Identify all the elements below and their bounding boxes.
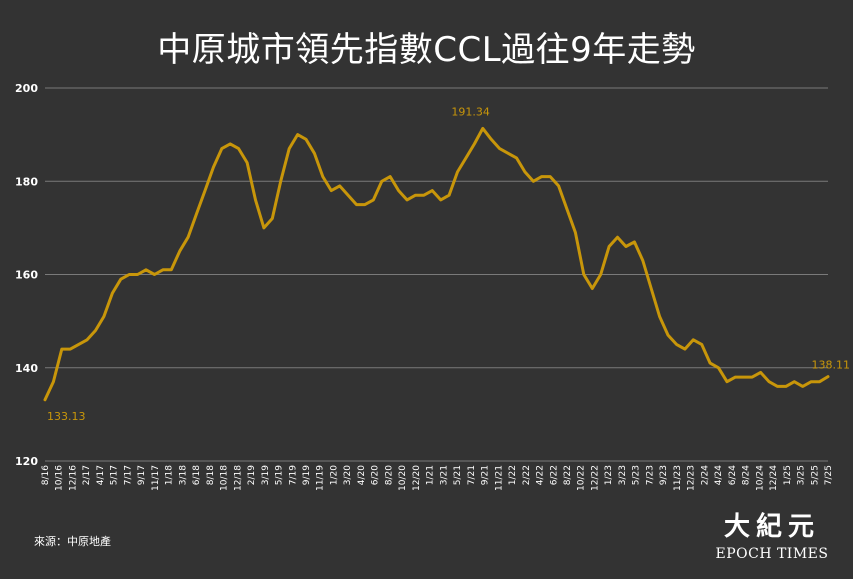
x-tick-label: 10/16 xyxy=(55,465,65,491)
y-axis-tick-labels: 120 140 160 180 200 xyxy=(15,82,38,468)
x-tick-label: 8/24 xyxy=(742,465,752,485)
x-tick-label: 9/19 xyxy=(302,465,312,485)
x-tick-label: 12/16 xyxy=(68,465,78,491)
y-tick-label: 140 xyxy=(15,362,38,375)
x-tick-label: 2/22 xyxy=(522,465,532,485)
x-tick-label: 12/20 xyxy=(412,465,422,491)
x-tick-label: 7/25 xyxy=(824,465,834,485)
source-note: 來源：中原地產 xyxy=(34,535,111,548)
x-tick-label: 11/21 xyxy=(494,465,504,491)
x-tick-label: 3/18 xyxy=(178,465,188,485)
x-tick-label: 5/17 xyxy=(110,465,120,485)
x-tick-label: 7/23 xyxy=(645,465,655,485)
x-tick-label: 1/23 xyxy=(604,465,614,485)
x-tick-label: 10/24 xyxy=(755,465,765,491)
x-tick-label: 3/23 xyxy=(618,465,628,485)
x-tick-label: 7/21 xyxy=(467,465,477,485)
data-label: 138.11 xyxy=(812,359,851,372)
x-tick-label: 1/22 xyxy=(508,465,518,485)
x-tick-label: 5/19 xyxy=(275,465,285,485)
series-line-0 xyxy=(43,126,830,402)
x-tick-label: 9/17 xyxy=(137,465,147,485)
grid-lines xyxy=(45,87,828,462)
data-label: 133.13 xyxy=(47,410,86,423)
x-tick-label: 9/23 xyxy=(659,465,669,485)
x-tick-label: 3/19 xyxy=(261,465,271,485)
x-tick-label: 4/24 xyxy=(714,465,724,485)
x-tick-label: 8/22 xyxy=(563,465,573,485)
x-tick-label: 6/22 xyxy=(549,465,559,485)
y-tick-label: 120 xyxy=(15,455,38,468)
data-label: 191.34 xyxy=(451,105,490,118)
x-tick-label: 2/19 xyxy=(247,465,257,485)
x-tick-label: 11/23 xyxy=(673,465,683,491)
x-tick-label: 1/20 xyxy=(329,465,339,485)
x-tick-label: 6/24 xyxy=(728,465,738,485)
x-tick-label: 5/21 xyxy=(453,465,463,485)
x-tick-label: 2/24 xyxy=(700,465,710,485)
x-tick-label: 12/22 xyxy=(590,465,600,491)
y-tick-label: 200 xyxy=(15,82,38,95)
x-tick-label: 6/18 xyxy=(192,465,202,485)
x-tick-label: 7/19 xyxy=(288,465,298,485)
x-tick-label: 3/21 xyxy=(439,465,449,485)
x-tick-label: 4/22 xyxy=(536,465,546,485)
x-axis-tick-labels: 8/16 10/16 12/16 2/17 4/17 5/17 7/17 9/17 11/17 1… xyxy=(41,465,834,491)
x-tick-label: 10/22 xyxy=(577,465,587,491)
x-tick-label: 1/18 xyxy=(165,465,175,485)
brand-name-cn: 大紀元 xyxy=(723,512,820,542)
x-tick-label: 8/16 xyxy=(41,465,51,485)
x-tick-label: 4/17 xyxy=(96,465,106,485)
chart-title: 中原城市領先指數CCL過往9年走勢 xyxy=(157,30,696,70)
x-tick-label: 12/24 xyxy=(769,465,779,491)
x-tick-label: 10/20 xyxy=(398,465,408,491)
x-tick-label: 8/20 xyxy=(384,465,394,485)
brand-name-en: EPOCH TIMES xyxy=(715,546,829,562)
series-layer xyxy=(43,126,830,402)
x-tick-label: 1/25 xyxy=(783,465,793,485)
x-tick-label: 9/21 xyxy=(481,465,491,485)
x-tick-label: 5/23 xyxy=(632,465,642,485)
x-tick-label: 3/20 xyxy=(343,465,353,485)
x-tick-label: 2/17 xyxy=(82,465,92,485)
y-tick-label: 180 xyxy=(15,175,38,188)
x-tick-label: 11/17 xyxy=(151,465,161,491)
x-tick-label: 6/20 xyxy=(371,465,381,485)
epoch-times-logo: 大紀元 EPOCH TIMES xyxy=(712,512,832,574)
x-tick-label: 12/18 xyxy=(233,465,243,491)
x-tick-label: 11/19 xyxy=(316,465,326,491)
x-tick-label: 7/17 xyxy=(123,465,133,485)
x-tick-label: 5/25 xyxy=(810,465,820,485)
x-tick-label: 3/25 xyxy=(797,465,807,485)
annotations: 133.13 191.34 138.11 xyxy=(47,105,850,422)
x-tick-label: 8/18 xyxy=(206,465,216,485)
x-tick-label: 4/20 xyxy=(357,465,367,485)
x-tick-label: 10/18 xyxy=(220,465,230,491)
x-tick-label: 1/21 xyxy=(426,465,436,485)
x-tick-label: 12/23 xyxy=(687,465,697,491)
y-tick-label: 160 xyxy=(15,269,38,282)
